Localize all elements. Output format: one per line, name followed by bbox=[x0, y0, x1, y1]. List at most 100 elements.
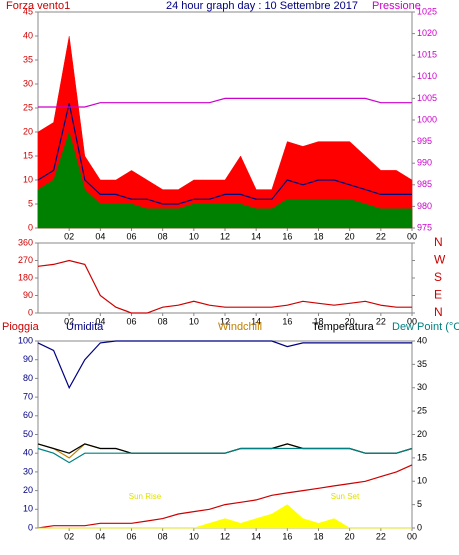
y2-tick-label: 1000 bbox=[417, 114, 437, 124]
x-tick-label: 18 bbox=[313, 231, 323, 241]
y-tick-label: 45 bbox=[23, 6, 33, 16]
y-tick-label: 20 bbox=[23, 126, 33, 136]
y2-tick-label: N bbox=[434, 305, 443, 319]
y2-axis-label: Pressione bbox=[372, 0, 421, 12]
y-axis-label: Forza vento1 bbox=[6, 0, 70, 12]
line-series bbox=[37, 259, 412, 314]
x-tick-label: 04 bbox=[95, 231, 105, 241]
area-series bbox=[37, 131, 413, 229]
y-tick-label: 60 bbox=[23, 410, 33, 420]
y-tick-label: 0 bbox=[28, 307, 33, 317]
y-tick-label: 100 bbox=[18, 335, 33, 345]
y2-tick-label: 995 bbox=[417, 136, 432, 146]
y-tick-label: 90 bbox=[23, 290, 33, 300]
x-tick-label: 02 bbox=[64, 231, 74, 241]
line-series bbox=[37, 447, 413, 464]
y2-tick-label: 1015 bbox=[417, 50, 437, 60]
x-tick-label: 12 bbox=[220, 531, 230, 541]
line-series bbox=[37, 103, 412, 205]
y-tick-label: 0 bbox=[28, 522, 33, 532]
plot-frame bbox=[37, 340, 413, 529]
x-tick-label: 20 bbox=[345, 531, 355, 541]
x-tick-label: 16 bbox=[282, 531, 292, 541]
y-tick-label: 30 bbox=[23, 466, 33, 476]
x-tick-label: 14 bbox=[251, 531, 261, 541]
x-tick-label: 08 bbox=[158, 316, 168, 326]
y2-tick-label: 40 bbox=[417, 335, 427, 345]
y-tick-label: 40 bbox=[23, 448, 33, 458]
y2-tick-label: 1025 bbox=[417, 6, 437, 16]
y2-tick-label: 1010 bbox=[417, 71, 437, 81]
y2-tick-label: E bbox=[434, 288, 442, 302]
y-tick-label: 5 bbox=[28, 198, 33, 208]
x-tick-label: 04 bbox=[95, 531, 105, 541]
line-series bbox=[37, 340, 412, 390]
legend-entry: Umidita bbox=[66, 321, 104, 333]
x-tick-label: 18 bbox=[313, 531, 323, 541]
legend-entry: Dew Point (°C bbox=[392, 321, 459, 333]
x-tick-label: 18 bbox=[313, 316, 323, 326]
annotation: Sun Set bbox=[331, 492, 360, 501]
x-tick-label: 22 bbox=[376, 531, 386, 541]
x-tick-label: 16 bbox=[282, 231, 292, 241]
y-tick-label: 10 bbox=[23, 174, 33, 184]
y2-tick-label: 25 bbox=[417, 406, 427, 416]
y-tick-label: 20 bbox=[23, 485, 33, 495]
x-tick-label: 00 bbox=[407, 316, 417, 326]
x-tick-label: 06 bbox=[126, 316, 136, 326]
y2-tick-label: S bbox=[434, 270, 442, 284]
y-tick-label: 360 bbox=[18, 237, 33, 247]
x-tick-label: 08 bbox=[158, 531, 168, 541]
x-tick-label: 06 bbox=[126, 231, 136, 241]
y2-tick-label: 990 bbox=[417, 158, 432, 168]
y-tick-label: 70 bbox=[23, 391, 33, 401]
y-tick-label: 15 bbox=[23, 150, 33, 160]
y-tick-label: 270 bbox=[18, 255, 33, 265]
chart-title: 24 hour graph day : 10 Settembre 2017 bbox=[166, 0, 358, 12]
x-tick-label: 20 bbox=[345, 231, 355, 241]
y2-tick-label: 15 bbox=[417, 452, 427, 462]
x-tick-label: 10 bbox=[189, 531, 199, 541]
x-tick-label: 00 bbox=[407, 531, 417, 541]
line-series bbox=[37, 464, 413, 529]
y-tick-label: 30 bbox=[23, 78, 33, 88]
y-tick-label: 10 bbox=[23, 504, 33, 514]
y2-tick-label: N bbox=[434, 235, 443, 249]
x-tick-label: 12 bbox=[220, 316, 230, 326]
y-tick-label: 80 bbox=[23, 373, 33, 383]
x-tick-label: 10 bbox=[189, 231, 199, 241]
y2-tick-label: 35 bbox=[417, 359, 427, 369]
x-tick-label: 00 bbox=[407, 231, 417, 241]
y2-tick-label: 1005 bbox=[417, 93, 437, 103]
y-tick-label: 40 bbox=[23, 30, 33, 40]
y-tick-label: 180 bbox=[18, 272, 33, 282]
y2-tick-label: 1020 bbox=[417, 28, 437, 38]
x-tick-label: 06 bbox=[126, 531, 136, 541]
y2-tick-label: W bbox=[434, 253, 446, 267]
x-tick-label: 02 bbox=[64, 316, 74, 326]
x-tick-label: 22 bbox=[376, 231, 386, 241]
y-tick-label: 50 bbox=[23, 429, 33, 439]
x-tick-label: 08 bbox=[158, 231, 168, 241]
y-tick-label: 35 bbox=[23, 54, 33, 64]
y-tick-label: 90 bbox=[23, 354, 33, 364]
y2-tick-label: 30 bbox=[417, 382, 427, 392]
x-tick-label: 20 bbox=[345, 316, 355, 326]
y2-tick-label: 10 bbox=[417, 476, 427, 486]
x-tick-label: 14 bbox=[251, 316, 261, 326]
x-tick-label: 16 bbox=[282, 316, 292, 326]
y-tick-label: 25 bbox=[23, 102, 33, 112]
y2-tick-label: 20 bbox=[417, 429, 427, 439]
y2-tick-label: 5 bbox=[417, 499, 422, 509]
line-series bbox=[38, 97, 412, 108]
y2-tick-label: 980 bbox=[417, 201, 432, 211]
y2-tick-label: 975 bbox=[417, 222, 432, 232]
x-tick-label: 10 bbox=[189, 316, 199, 326]
y2-tick-label: 985 bbox=[417, 179, 432, 189]
annotation: Sun Rise bbox=[129, 492, 162, 501]
x-tick-label: 22 bbox=[376, 316, 386, 326]
area-series bbox=[38, 504, 412, 529]
y2-tick-label: 0 bbox=[417, 522, 422, 532]
legend-entry: Pioggia bbox=[2, 321, 40, 333]
